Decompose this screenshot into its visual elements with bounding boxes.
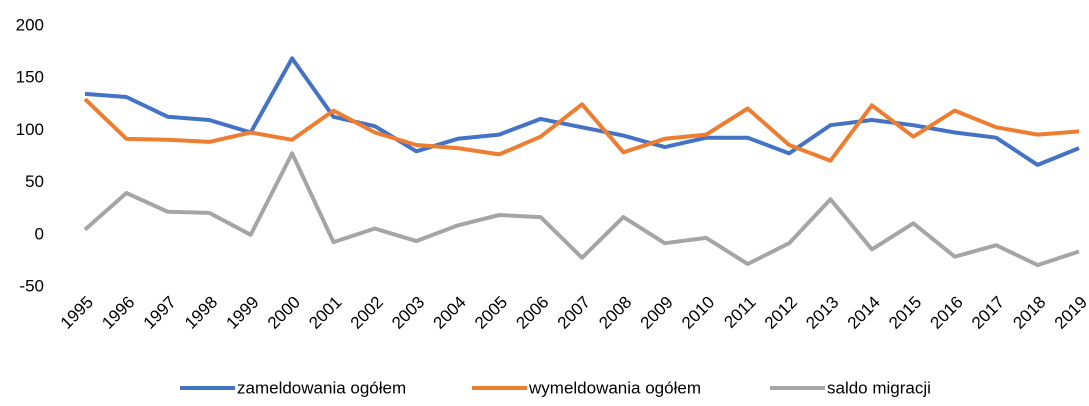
x-tick-label: 2015 [885, 293, 925, 333]
x-tick-label: 2019 [1051, 293, 1089, 333]
x-tick-label: 2009 [637, 293, 677, 333]
line-series [84, 56, 1080, 167]
legend-label: zameldowania ogółem [237, 378, 406, 397]
legend-label: saldo migracji [827, 378, 931, 397]
x-tick-label: 2011 [720, 293, 759, 332]
x-tick-label: 2018 [1009, 293, 1049, 333]
x-tick-label: 1998 [181, 293, 221, 333]
x-tick-label: 2002 [347, 293, 387, 333]
y-tick-label: 150 [16, 68, 44, 87]
line-series [83, 151, 1080, 268]
x-tick-label: 2005 [471, 293, 511, 333]
y-tick-label: 100 [16, 120, 44, 139]
x-tick-label: 2010 [678, 293, 718, 333]
y-tick-label: 0 [35, 224, 44, 243]
x-tick-label: 2012 [761, 293, 801, 333]
x-tick-label: 2016 [927, 293, 967, 333]
x-tick-label: 2003 [388, 293, 428, 333]
y-tick-label: 50 [25, 172, 44, 191]
x-tick-label: 2014 [844, 293, 884, 333]
legend-label: wymeldowania ogółem [528, 378, 701, 397]
x-tick-label: 2013 [802, 293, 842, 333]
x-tick-label: 2006 [512, 293, 552, 333]
x-tick-label: 2004 [430, 293, 470, 333]
x-tick-label: 1997 [140, 293, 180, 333]
line-series [83, 97, 1080, 163]
x-tick-label: 2017 [968, 293, 1008, 333]
x-tick-label: 1996 [98, 293, 138, 333]
y-tick-label: 200 [16, 15, 44, 34]
x-tick-label: 2000 [264, 293, 304, 333]
x-tick-label: 2001 [305, 293, 345, 333]
x-tick-label: 2007 [554, 293, 594, 333]
y-tick-label: -50 [19, 276, 44, 295]
x-tick-label: 1999 [222, 293, 262, 333]
x-tick-label: 2008 [595, 293, 635, 333]
x-tick-label: 1995 [57, 293, 97, 333]
